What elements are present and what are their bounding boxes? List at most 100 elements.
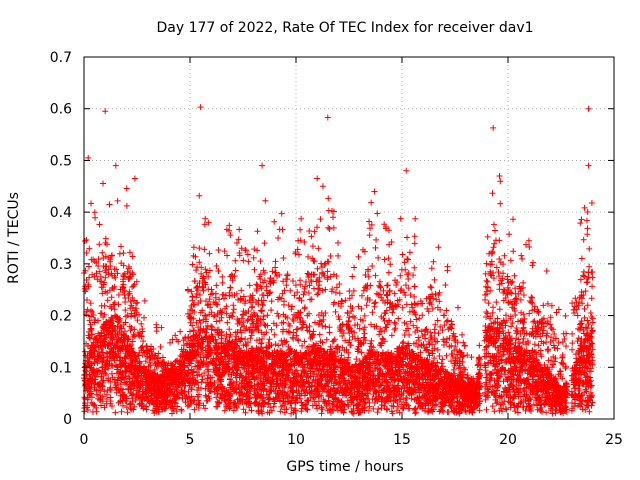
data-point [232,257,239,264]
data-point [541,361,548,368]
data-point [268,326,275,333]
data-point [449,353,456,360]
data-point [287,287,294,294]
data-point [272,264,279,271]
data-point [201,246,208,253]
data-point [392,320,399,327]
data-point [588,295,595,302]
data-point [586,245,593,252]
data-point [411,264,418,271]
data-point [224,319,231,326]
data-point [269,268,276,275]
data-point [140,338,147,345]
data-point [123,202,130,209]
data-point [339,332,346,339]
data-point [404,234,411,241]
data-point [489,249,496,256]
data-point [332,345,339,352]
data-point [335,239,342,246]
data-points [81,178,596,417]
data-point [224,252,231,259]
data-point [115,301,122,308]
data-point [540,302,547,309]
data-point [351,322,358,329]
data-point [338,297,345,304]
data-point [543,268,550,275]
data-point [572,295,579,302]
data-point [583,217,590,224]
data-point [431,276,438,283]
data-point [581,204,588,211]
data-point [141,314,147,321]
data-point [493,400,500,407]
data-point [131,326,138,333]
data-point [526,310,533,317]
data-point [230,302,237,309]
data-point [528,299,535,306]
data-point [355,253,362,260]
data-point [257,258,264,265]
data-point [98,302,105,309]
data-point [515,336,522,343]
data-point [216,296,223,303]
data-point [581,314,588,321]
data-point [439,356,446,363]
data-point [272,258,279,265]
data-point [191,277,198,284]
data-point [399,251,406,258]
data-point [115,291,122,298]
data-point [485,300,492,307]
data-point [338,352,345,359]
data-point [483,260,490,267]
data-point [254,228,261,235]
data-point [575,335,582,342]
chart-title: Day 177 of 2022, Rate Of TEC Index for r… [156,20,533,36]
data-point [229,313,236,320]
data-point [381,318,388,325]
data-point [384,292,391,299]
data-point [322,323,329,330]
data-point [235,236,242,243]
data-point [221,248,228,255]
data-point [116,250,123,257]
data-point [406,405,413,412]
data-point [114,197,121,204]
data-point [355,303,362,310]
data-point [363,302,370,309]
data-point [201,369,208,376]
data-point [142,358,149,365]
data-point [373,290,380,297]
data-point [589,269,596,276]
data-point [434,317,441,324]
data-point [412,410,419,417]
data-point [96,221,103,228]
data-point [508,323,515,330]
data-point [305,253,312,260]
data-point [259,302,266,309]
data-point [196,192,203,199]
data-point [259,301,266,308]
data-point [497,178,504,185]
data-point [92,214,99,221]
data-point [298,215,305,222]
data-point [219,273,226,280]
data-point [580,236,587,243]
data-point [138,320,145,327]
data-point [439,327,446,334]
data-point [208,286,215,293]
data-point [584,231,591,238]
data-point [372,272,379,279]
data-point [100,180,107,187]
data-point [107,394,114,401]
data-point [227,284,234,291]
data-point [157,343,164,350]
data-point [330,224,337,231]
data-point [388,332,395,339]
data-point [490,221,497,228]
data-point [577,371,584,378]
data-point [325,224,332,231]
data-point [489,190,496,197]
data-point [289,278,296,285]
data-point [489,403,496,410]
data-point [367,282,374,289]
